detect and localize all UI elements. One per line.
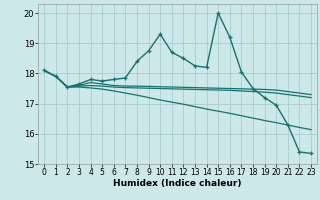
X-axis label: Humidex (Indice chaleur): Humidex (Indice chaleur): [113, 179, 242, 188]
